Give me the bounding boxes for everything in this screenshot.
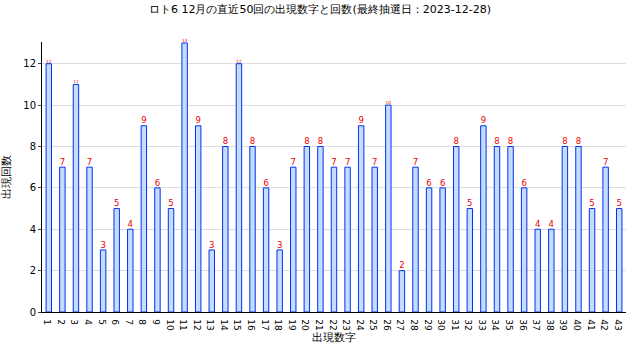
svg-text:12: 12 xyxy=(23,58,36,69)
svg-text:36: 36 xyxy=(518,319,528,331)
svg-text:41: 41 xyxy=(586,319,596,330)
svg-text:38: 38 xyxy=(545,319,555,331)
svg-text:7: 7 xyxy=(372,157,377,167)
svg-text:7: 7 xyxy=(603,157,608,167)
svg-text:8: 8 xyxy=(576,136,581,146)
svg-text:1: 1 xyxy=(42,319,52,325)
svg-text:6: 6 xyxy=(426,178,431,188)
svg-text:14: 14 xyxy=(219,319,229,331)
svg-text:8: 8 xyxy=(508,136,513,146)
svg-text:5: 5 xyxy=(97,319,107,325)
svg-text:22: 22 xyxy=(328,319,338,330)
svg-text:32: 32 xyxy=(463,319,473,330)
svg-text:17: 17 xyxy=(260,319,270,330)
svg-text:7: 7 xyxy=(60,157,65,167)
svg-text:5: 5 xyxy=(616,198,621,208)
svg-text:9: 9 xyxy=(195,115,200,125)
svg-text:4: 4 xyxy=(128,219,133,229)
svg-text:25: 25 xyxy=(368,319,378,330)
svg-text:7: 7 xyxy=(331,157,336,167)
svg-text:4: 4 xyxy=(30,224,36,235)
svg-text:2: 2 xyxy=(399,260,404,270)
svg-text:5: 5 xyxy=(168,198,173,208)
svg-text:9: 9 xyxy=(151,319,161,325)
svg-text:6: 6 xyxy=(263,178,268,188)
svg-text:5: 5 xyxy=(114,198,119,208)
svg-text:7: 7 xyxy=(413,157,418,167)
svg-text:8: 8 xyxy=(494,136,499,146)
svg-text:12: 12 xyxy=(192,319,202,330)
svg-text:11: 11 xyxy=(178,319,188,330)
svg-text:2: 2 xyxy=(30,265,36,276)
svg-text:9: 9 xyxy=(481,115,486,125)
svg-text:19: 19 xyxy=(287,319,297,331)
svg-text:8: 8 xyxy=(454,136,459,146)
svg-text:27: 27 xyxy=(395,319,405,330)
svg-text:11: 11 xyxy=(73,79,79,84)
svg-text:15: 15 xyxy=(232,319,242,330)
svg-text:6: 6 xyxy=(521,178,526,188)
svg-text:4: 4 xyxy=(535,219,540,229)
svg-text:18: 18 xyxy=(273,319,283,331)
svg-text:23: 23 xyxy=(341,319,351,330)
svg-text:6: 6 xyxy=(155,178,160,188)
svg-text:34: 34 xyxy=(490,319,500,331)
svg-text:出現回数: 出現回数 xyxy=(0,155,13,199)
svg-text:35: 35 xyxy=(504,319,514,330)
svg-text:3: 3 xyxy=(100,240,105,250)
svg-text:39: 39 xyxy=(558,319,568,331)
svg-text:8: 8 xyxy=(223,136,228,146)
svg-text:5: 5 xyxy=(589,198,594,208)
svg-text:37: 37 xyxy=(531,319,541,330)
svg-text:28: 28 xyxy=(409,319,419,331)
svg-text:8: 8 xyxy=(304,136,309,146)
svg-text:10: 10 xyxy=(165,319,175,331)
svg-text:12: 12 xyxy=(236,59,242,64)
svg-text:8: 8 xyxy=(562,136,567,146)
svg-text:7: 7 xyxy=(124,319,134,325)
svg-text:出現数字: 出現数字 xyxy=(312,331,356,344)
svg-text:8: 8 xyxy=(318,136,323,146)
svg-text:10: 10 xyxy=(23,100,36,111)
svg-text:40: 40 xyxy=(572,319,582,331)
svg-text:31: 31 xyxy=(450,319,460,330)
svg-text:13: 13 xyxy=(205,319,215,330)
svg-text:5: 5 xyxy=(467,198,472,208)
svg-text:2: 2 xyxy=(56,319,66,325)
svg-text:7: 7 xyxy=(345,157,350,167)
svg-text:6: 6 xyxy=(440,178,445,188)
svg-text:8: 8 xyxy=(250,136,255,146)
svg-text:42: 42 xyxy=(599,319,609,330)
svg-text:43: 43 xyxy=(613,319,623,330)
svg-text:4: 4 xyxy=(549,219,554,229)
svg-text:21: 21 xyxy=(314,319,324,330)
svg-text:0: 0 xyxy=(30,307,36,318)
svg-text:10: 10 xyxy=(386,100,392,105)
svg-text:24: 24 xyxy=(355,319,365,331)
svg-text:20: 20 xyxy=(300,319,310,331)
svg-text:13: 13 xyxy=(182,38,188,43)
svg-text:7: 7 xyxy=(87,157,92,167)
svg-text:9: 9 xyxy=(141,115,146,125)
svg-text:12: 12 xyxy=(46,59,52,64)
svg-text:3: 3 xyxy=(69,319,79,325)
svg-text:26: 26 xyxy=(382,319,392,331)
svg-text:3: 3 xyxy=(209,240,214,250)
svg-text:29: 29 xyxy=(423,319,433,331)
svg-text:9: 9 xyxy=(358,115,363,125)
svg-text:8: 8 xyxy=(30,141,36,152)
svg-text:3: 3 xyxy=(277,240,282,250)
svg-text:33: 33 xyxy=(477,319,487,330)
svg-text:16: 16 xyxy=(246,319,256,331)
svg-text:4: 4 xyxy=(83,319,93,325)
svg-text:8: 8 xyxy=(137,319,147,325)
svg-text:ロト6 12月の直近50回の出現数字と回数(最終抽選日：20: ロト6 12月の直近50回の出現数字と回数(最終抽選日：2023-12-28) xyxy=(149,3,491,16)
svg-text:30: 30 xyxy=(436,319,446,331)
svg-text:6: 6 xyxy=(30,182,36,193)
svg-text:7: 7 xyxy=(291,157,296,167)
svg-text:6: 6 xyxy=(110,319,120,325)
